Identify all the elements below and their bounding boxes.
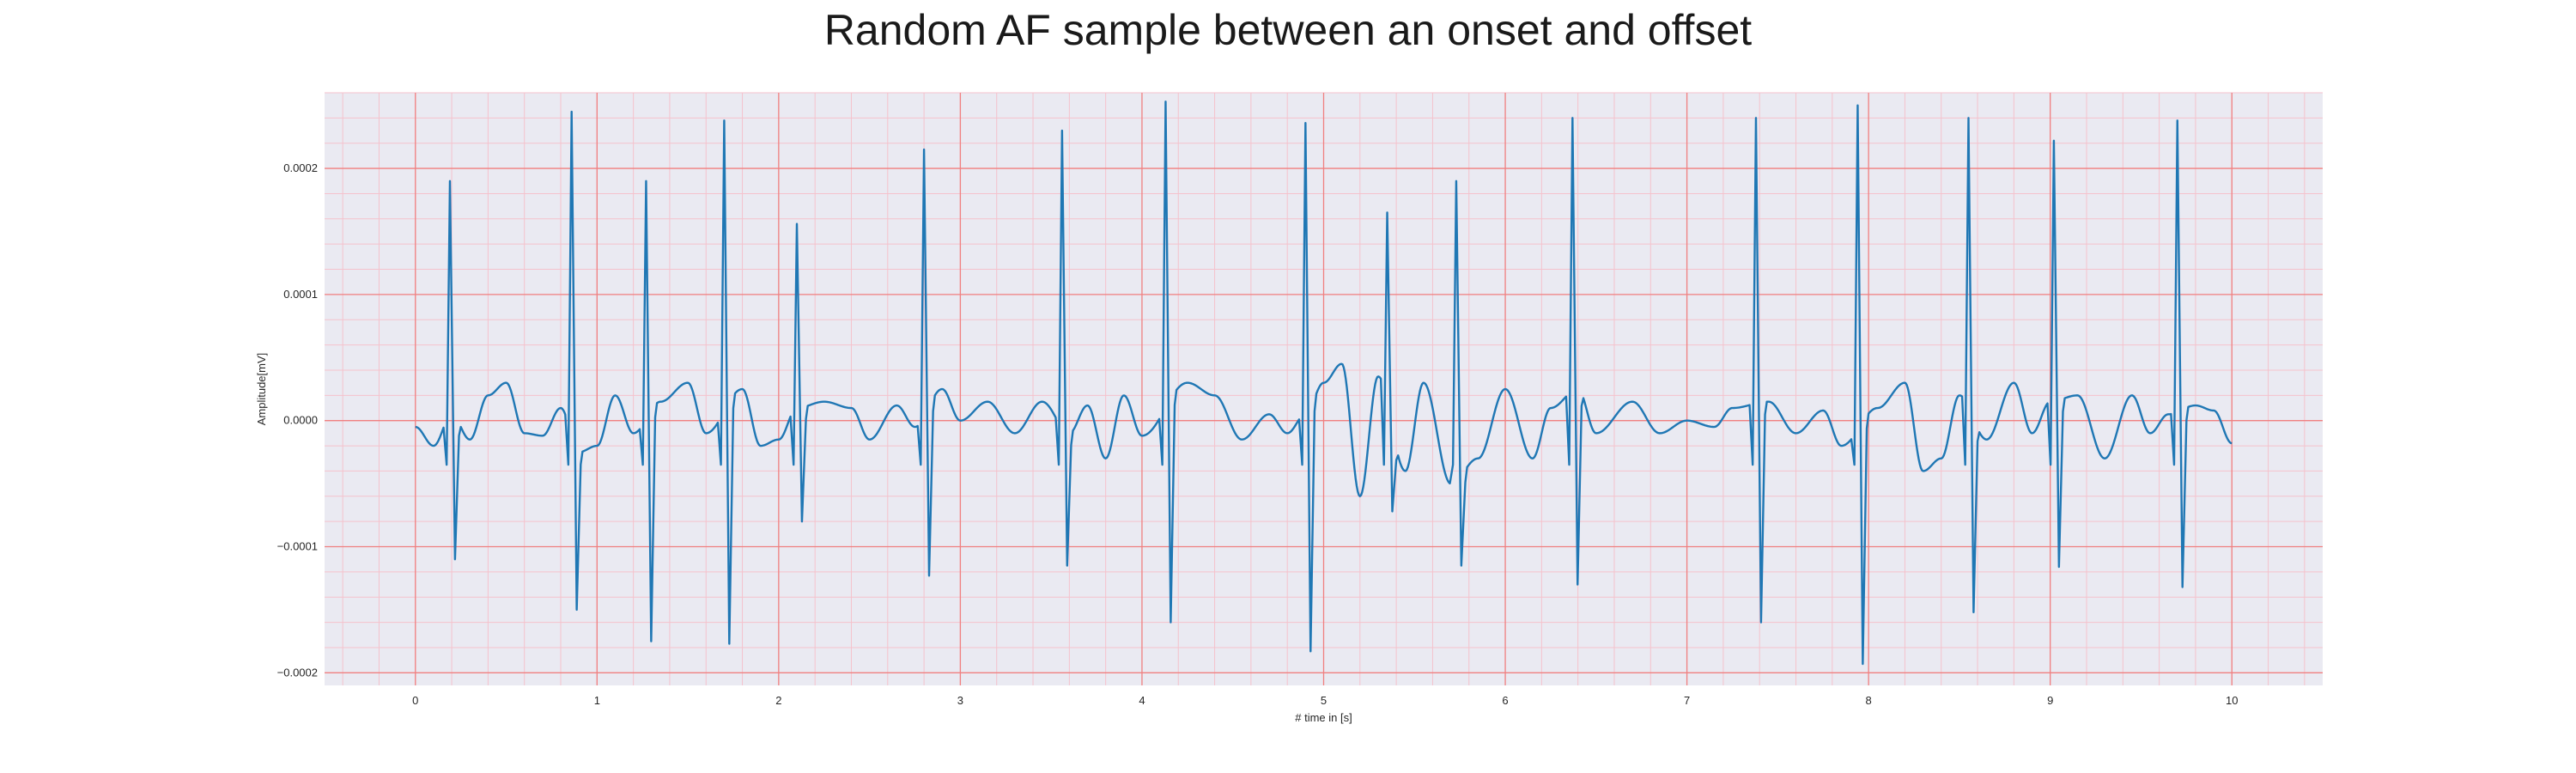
x-tick-label: 3 <box>957 694 963 707</box>
major-grid <box>325 93 2323 685</box>
y-tick-labels: −0.0002 −0.0001 0.0000 0.0001 0.0002 <box>277 161 318 679</box>
x-tick-label: 9 <box>2047 694 2053 707</box>
y-tick-label: −0.0002 <box>277 666 318 679</box>
x-tick-label: 10 <box>2226 694 2238 707</box>
x-tick-label: 7 <box>1684 694 1690 707</box>
x-tick-label: 2 <box>775 694 781 707</box>
y-tick-label: 0.0001 <box>283 288 318 301</box>
y-tick-label: 0.0002 <box>283 161 318 174</box>
ecg-trace-line <box>415 100 2233 666</box>
x-tick-label: 5 <box>1321 694 1327 707</box>
x-tick-label: 6 <box>1502 694 1508 707</box>
y-axis-label: Amplitude[mV] <box>255 353 268 426</box>
x-tick-label: 1 <box>594 694 600 707</box>
x-tick-label: 0 <box>412 694 418 707</box>
chart-title: Random AF sample between an onset and of… <box>823 6 1753 54</box>
x-axis-label: # time in [s] <box>1295 711 1352 724</box>
y-tick-label: 0.0000 <box>283 414 318 427</box>
x-tick-labels: 0 1 2 3 4 5 6 7 8 9 10 <box>412 694 2238 707</box>
x-tick-label: 8 <box>1866 694 1872 707</box>
y-tick-label: −0.0001 <box>277 540 318 553</box>
x-tick-label: 4 <box>1139 694 1145 707</box>
